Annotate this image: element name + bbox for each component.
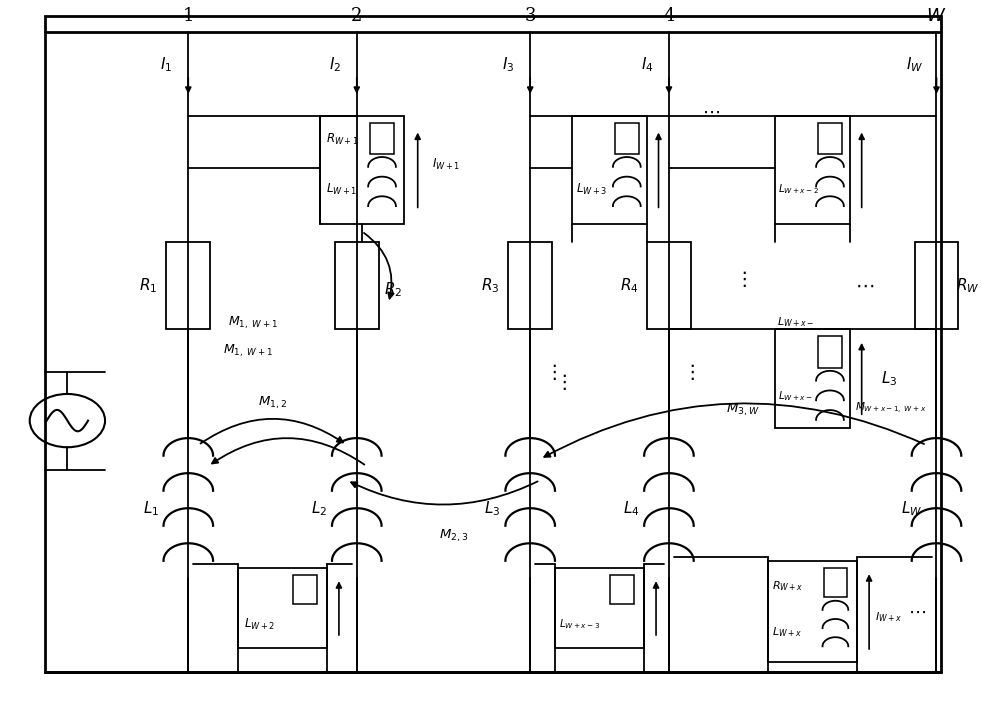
Text: $M_{1,\ W+1}$: $M_{1,\ W+1}$ [228,314,277,331]
Bar [508,242,552,329]
Text: $R_4$: $R_4$ [620,276,638,295]
Text: $\cdots$: $\cdots$ [702,103,720,121]
Bar [166,242,210,329]
Text: $M_{2,3}$: $M_{2,3}$ [439,528,468,545]
Text: $L_4$: $L_4$ [623,499,639,517]
Text: $\vdots$: $\vdots$ [734,268,747,289]
Bar [819,123,842,154]
Text: $I_{W+1}$: $I_{W+1}$ [432,157,460,172]
Text: $L_{W+x-3}$: $L_{W+x-3}$ [559,618,601,631]
Text: $R_W$: $R_W$ [956,276,980,295]
Text: 2: 2 [351,7,363,25]
Text: $L_{W+x-2}$: $L_{W+x-2}$ [779,183,820,196]
Text: $L_1$: $L_1$ [143,499,159,517]
Text: $M_{1,\ W+1}$: $M_{1,\ W+1}$ [223,342,273,359]
Text: $\vdots$: $\vdots$ [554,372,566,392]
Text: 4: 4 [663,7,675,25]
Text: $\cdots$: $\cdots$ [908,603,926,620]
Bar [293,575,317,604]
Bar [776,329,850,428]
Text: $L_{W+1}$: $L_{W+1}$ [325,182,357,197]
Text: $L_{W+x-}$: $L_{W+x-}$ [779,389,814,403]
Text: $\cdots$: $\cdots$ [855,277,874,294]
Bar [915,242,958,329]
Bar [573,116,646,224]
Text: 1: 1 [182,7,194,25]
Text: $R_{W+x}$: $R_{W+x}$ [772,579,804,593]
Bar [610,575,634,604]
Text: $I_1$: $I_1$ [161,55,172,74]
Text: $L_{W+3}$: $L_{W+3}$ [577,182,607,197]
Bar [647,242,691,329]
Text: $R_1$: $R_1$ [140,276,158,295]
Text: $L_{W+x-}$: $L_{W+x-}$ [778,315,815,329]
Bar [319,116,404,224]
Text: $R_2$: $R_2$ [385,280,402,299]
Text: $\vdots$: $\vdots$ [544,362,556,381]
Bar [371,123,394,154]
Text: $L_3$: $L_3$ [881,369,898,388]
Text: $L_{W+2}$: $L_{W+2}$ [244,617,275,632]
Text: $I_W$: $I_W$ [906,55,924,74]
Bar [335,242,379,329]
Text: 3: 3 [524,7,536,25]
Text: $I_{W+x}$: $I_{W+x}$ [875,610,902,624]
Text: $L_{W+x}$: $L_{W+x}$ [772,625,802,639]
Bar [768,561,857,662]
Bar [824,568,847,597]
Bar [819,336,842,368]
Text: $I_2$: $I_2$ [329,55,341,74]
Text: $M_{3,W}$: $M_{3,W}$ [726,402,760,418]
Text: $R_3$: $R_3$ [482,276,499,295]
Text: $L_W$: $L_W$ [901,499,923,517]
Text: $M_{W+x-1,\ W+x}$: $M_{W+x-1,\ W+x}$ [854,400,927,416]
Text: $W$: $W$ [927,7,946,25]
Bar [776,116,850,224]
Text: $L_2$: $L_2$ [311,499,327,517]
Bar [555,568,644,648]
Text: $\vdots$: $\vdots$ [683,362,695,381]
Bar [614,123,638,154]
Text: $M_{1,2}$: $M_{1,2}$ [258,395,287,411]
Text: $R_{W+1}$: $R_{W+1}$ [325,132,359,147]
Text: $I_4$: $I_4$ [641,55,653,74]
Bar [238,568,327,648]
Text: $L_3$: $L_3$ [485,499,500,517]
Text: $I_3$: $I_3$ [502,55,514,74]
